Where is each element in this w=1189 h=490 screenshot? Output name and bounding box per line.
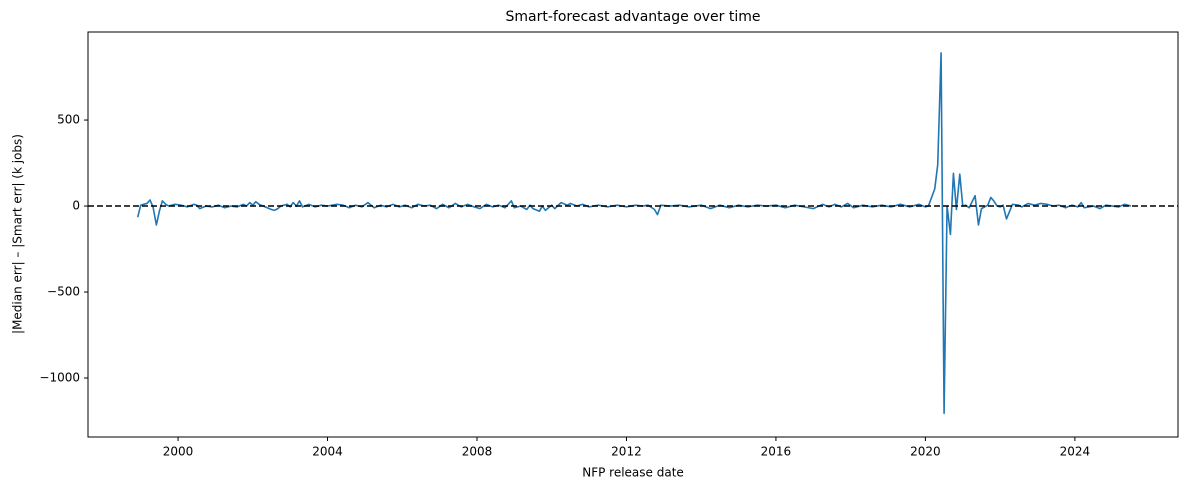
x-tick-label: 2000 xyxy=(163,445,194,459)
y-tick-label: 500 xyxy=(57,113,80,127)
x-axis-label: NFP release date xyxy=(582,466,684,480)
y-tick-label: −1000 xyxy=(39,371,80,385)
y-tick-label: −500 xyxy=(47,285,80,299)
data-line xyxy=(136,52,1132,415)
x-tick-label: 2016 xyxy=(761,445,792,459)
y-tick-label: 0 xyxy=(72,199,80,213)
plot-frame xyxy=(87,31,1179,438)
x-tick-label: 2004 xyxy=(312,445,343,459)
x-tick-label: 2020 xyxy=(910,445,941,459)
y-axis-label: |Median err| – |Smart err| (k jobs) xyxy=(11,134,25,334)
chart-title: Smart-forecast advantage over time xyxy=(506,9,761,25)
x-tick-label: 2008 xyxy=(462,445,493,459)
x-tick-label: 2024 xyxy=(1060,445,1091,459)
x-tick-label: 2012 xyxy=(611,445,642,459)
